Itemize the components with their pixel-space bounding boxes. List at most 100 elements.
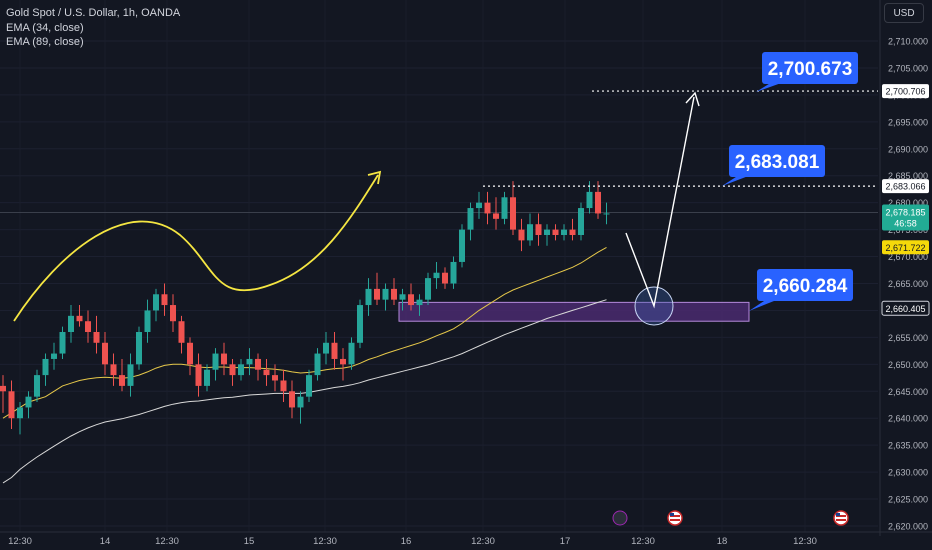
candle-body <box>510 197 516 230</box>
ema-34-legend[interactable]: EMA (34, close) <box>6 21 84 34</box>
candle-body <box>425 278 431 300</box>
support-price-tag: 2,660.405 <box>881 300 930 316</box>
currency-button[interactable]: USD <box>884 3 924 23</box>
candle <box>561 224 567 241</box>
flag-stripe <box>670 515 680 517</box>
candle-body <box>459 229 465 262</box>
candle <box>289 380 295 419</box>
candle <box>85 310 91 343</box>
candle <box>544 224 550 246</box>
candle <box>187 337 193 376</box>
candle <box>493 197 499 230</box>
candle <box>34 369 40 403</box>
price-tick-label: 2,645.000 <box>888 387 928 397</box>
price-tick-label: 2,695.000 <box>888 117 928 127</box>
ema-89-line <box>2 299 607 484</box>
candle <box>416 294 423 316</box>
candle-body <box>484 202 491 214</box>
price-tick-label: 2,635.000 <box>888 441 928 451</box>
ema-89-path <box>2 299 607 484</box>
flag-canton <box>836 513 840 516</box>
candle-body <box>127 364 134 386</box>
us-flag-icon[interactable] <box>667 510 683 526</box>
candle-body <box>93 332 100 343</box>
candle <box>399 288 406 311</box>
time-tick-label: 12:30 <box>631 536 655 547</box>
candle <box>136 326 142 370</box>
candle <box>518 218 525 252</box>
candle-body <box>170 305 176 322</box>
candle-body <box>340 358 346 365</box>
candle-body <box>221 353 227 365</box>
candles <box>0 181 610 435</box>
time-tick-label: 12:30 <box>155 536 179 547</box>
candle-body <box>238 364 244 376</box>
candle <box>535 213 542 246</box>
candle <box>510 181 516 235</box>
candle-body <box>586 191 593 209</box>
price-callout: 2,700.673 <box>756 52 858 92</box>
candle-body <box>204 369 210 386</box>
candle-body <box>110 364 117 376</box>
candle-body <box>408 294 414 306</box>
candle <box>484 191 491 225</box>
high-price-tag-bg <box>882 179 929 194</box>
price-tick-label: 2,690.000 <box>888 144 928 154</box>
candle-body <box>297 396 304 408</box>
callout-label: 2,683.081 <box>735 152 820 173</box>
candle-body <box>68 315 74 332</box>
support-price-tag-label: 2,660.405 <box>885 304 925 314</box>
candle <box>119 358 125 392</box>
grid <box>0 40 878 527</box>
candle-body <box>569 229 576 235</box>
candle-body <box>306 375 312 397</box>
candle-body <box>246 358 253 365</box>
flash-event-icon[interactable] <box>612 510 628 526</box>
candle <box>59 326 66 359</box>
projection-arrow <box>625 96 695 309</box>
candle <box>170 294 176 332</box>
candle-body <box>365 288 372 306</box>
candle <box>408 283 414 311</box>
candle <box>527 213 533 246</box>
price-tick-label: 2,665.000 <box>888 279 928 289</box>
candle <box>68 305 74 343</box>
candle <box>374 272 380 306</box>
price-callout: 2,683.081 <box>722 145 825 186</box>
candle <box>467 202 474 241</box>
candle <box>51 342 57 370</box>
candle-body <box>119 375 125 386</box>
ema-34-path <box>2 246 607 419</box>
callout-label: 2,700.673 <box>768 59 853 80</box>
time-tick-label: 12:30 <box>313 536 337 547</box>
candle <box>306 369 312 403</box>
candle-body <box>161 294 168 306</box>
callout-pointer <box>756 82 784 92</box>
candle <box>8 380 15 429</box>
candle-body <box>552 229 559 235</box>
chart-legend: Gold Spot / U.S. Dollar, 1h, OANDA EMA (… <box>6 6 180 50</box>
trend-curve-arrow <box>13 174 379 322</box>
candle-body <box>51 353 57 359</box>
time-tick-label: 12:30 <box>471 536 495 547</box>
candle <box>459 224 465 268</box>
symbol-title[interactable]: Gold Spot / U.S. Dollar, 1h, OANDA <box>6 7 181 19</box>
current-price-label: 2,678.185 <box>885 207 925 217</box>
candle-body <box>212 353 219 370</box>
candle <box>204 364 210 392</box>
candle <box>348 337 355 370</box>
candle-body <box>374 288 380 300</box>
ema-89-legend[interactable]: EMA (89, close) <box>6 36 84 48</box>
countdown-label: 46:58 <box>894 218 917 228</box>
callout-box <box>729 145 825 177</box>
candle-body <box>391 288 397 300</box>
candle-body <box>527 224 533 241</box>
candle-body <box>59 332 66 354</box>
time-tick-label: 12:30 <box>793 536 817 547</box>
candle <box>153 288 159 322</box>
candle-body <box>467 208 474 230</box>
us-flag-icon[interactable] <box>833 510 849 526</box>
